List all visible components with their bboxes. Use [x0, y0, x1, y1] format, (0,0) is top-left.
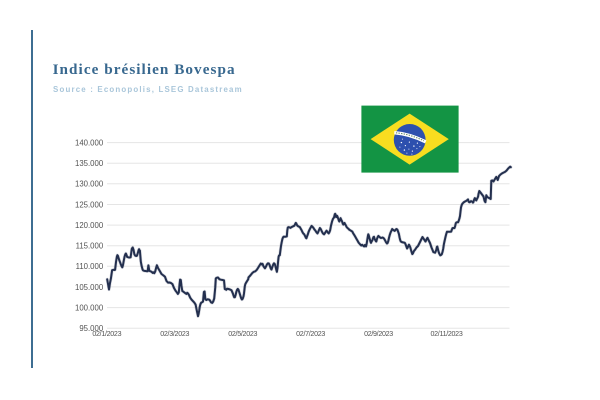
svg-text:02/5/2023: 02/5/2023: [228, 330, 257, 338]
svg-text:120.000: 120.000: [75, 221, 104, 230]
svg-text:02/1/2023: 02/1/2023: [92, 330, 121, 338]
svg-text:125.000: 125.000: [75, 200, 104, 209]
svg-text:135.000: 135.000: [75, 159, 104, 168]
svg-text:02/9/2023: 02/9/2023: [364, 330, 393, 338]
svg-text:140.000: 140.000: [75, 139, 104, 148]
svg-text:02/7/2023: 02/7/2023: [296, 330, 325, 338]
svg-text:95.000: 95.000: [79, 324, 104, 333]
svg-text:110.000: 110.000: [76, 262, 104, 271]
svg-text:130.000: 130.000: [75, 180, 104, 189]
svg-text:115.000: 115.000: [76, 242, 104, 251]
svg-text:02/3/2023: 02/3/2023: [160, 330, 189, 338]
svg-text:105.000: 105.000: [75, 283, 104, 292]
svg-text:02/11/2023: 02/11/2023: [431, 330, 463, 338]
svg-text:100.000: 100.000: [75, 304, 104, 313]
